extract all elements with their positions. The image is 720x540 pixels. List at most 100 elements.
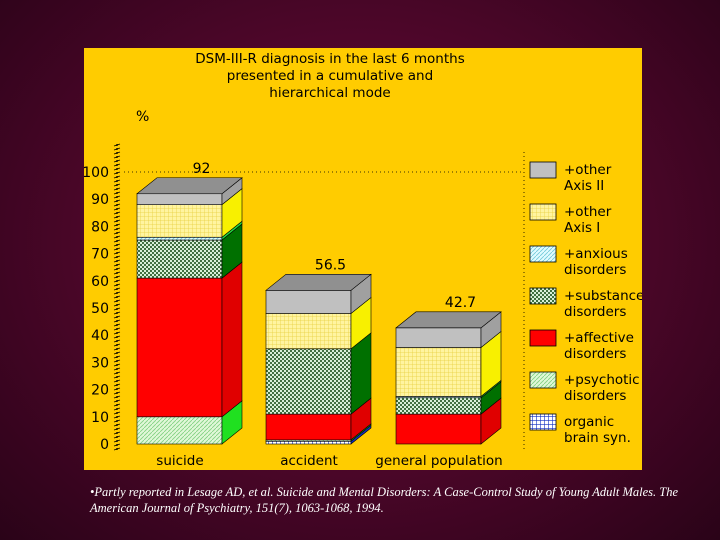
bars: 92 56.5 42.7 — [136, 161, 502, 445]
y-tick-label: 60 — [91, 274, 109, 290]
bar-segment — [395, 397, 482, 415]
y-axis-hatch-mark — [113, 347, 121, 351]
y-axis-hatch-mark — [113, 263, 121, 267]
bar-segment — [395, 327, 482, 348]
y-axis-hatch-mark — [113, 231, 121, 235]
y-tick-label: 70 — [91, 247, 109, 263]
y-axis: 0 10 20 30 40 50 60 70 80 90 100 — [84, 143, 524, 453]
y-tick-label: 30 — [91, 355, 109, 371]
y-tick-label: 0 — [100, 437, 109, 453]
y-axis-hatch-mark — [113, 239, 121, 243]
legend-label: +affective — [564, 330, 634, 346]
bar-segment — [265, 313, 352, 350]
y-axis-hatch-mark — [113, 363, 121, 367]
bar-segment-side — [221, 261, 243, 418]
y-axis-hatch-mark — [113, 211, 121, 215]
y-axis-hatch-mark — [113, 159, 121, 163]
y-tick-label: 40 — [91, 328, 109, 344]
y-axis-hatch-mark — [113, 291, 121, 295]
y-axis-hatch-mark — [113, 383, 121, 387]
bar-1: 56.5 — [265, 257, 372, 445]
y-axis-hatch-mark — [113, 339, 121, 343]
y-axis-hatch-mark — [113, 359, 121, 363]
category-label: general population — [375, 453, 502, 469]
legend-label: organic — [564, 414, 614, 430]
y-axis-hatch-mark — [113, 423, 121, 427]
legend-swatch — [529, 413, 557, 431]
legend-label: disorders — [564, 388, 626, 404]
legend-label: Axis II — [564, 178, 604, 194]
y-axis-hatch-mark — [113, 279, 121, 283]
y-axis-hatch-mark — [113, 275, 121, 279]
y-axis-hatch-mark — [113, 207, 121, 211]
y-axis-hatch-mark — [113, 179, 121, 183]
y-axis-hatch-mark — [113, 371, 121, 375]
y-axis-hatch-mark — [113, 315, 121, 319]
y-axis-hatch-mark — [113, 259, 121, 263]
legend-label: brain syn. — [564, 430, 631, 446]
y-axis-hatch-mark — [113, 323, 121, 327]
y-axis-hatch-mark — [113, 287, 121, 291]
y-axis-hatch-mark — [113, 391, 121, 395]
legend-label: +substance — [564, 288, 642, 304]
y-axis-hatch-mark — [113, 411, 121, 415]
bar-2: 42.7 — [395, 295, 502, 445]
title-line-2: presented in a cumulative and — [227, 68, 433, 84]
y-axis-label: % — [136, 109, 149, 125]
y-axis-hatch-mark — [113, 439, 121, 443]
y-axis-hatch-mark — [113, 319, 121, 323]
bar-segment — [136, 204, 223, 238]
y-axis-hatch-mark — [113, 175, 121, 179]
y-axis-hatch-mark — [113, 235, 121, 239]
legend-swatch — [529, 203, 557, 221]
bar-top-face — [395, 311, 502, 329]
y-axis-hatch-mark — [113, 355, 121, 359]
y-axis-hatch-mark — [113, 203, 121, 207]
bar-segment — [136, 236, 223, 241]
bar-segment — [265, 440, 352, 445]
y-axis-hatch-mark — [113, 327, 121, 331]
chart-panel: DSM-III-R diagnosis in the last 6 months… — [84, 48, 642, 470]
y-axis-hatch-mark — [113, 219, 121, 223]
y-axis-hatch-mark — [113, 443, 121, 447]
y-axis-hatch-mark — [113, 271, 121, 275]
y-axis-hatch-mark — [113, 427, 121, 431]
bar-top-face — [136, 177, 243, 195]
y-axis-hatch-mark — [113, 283, 121, 287]
y-axis-hatch-mark — [113, 167, 121, 171]
y-axis-hatch-mark — [113, 183, 121, 187]
y-tick-label: 100 — [84, 165, 109, 181]
bar-segment — [136, 239, 223, 279]
y-axis-hatch-mark — [113, 403, 121, 407]
legend-label: +psychotic — [564, 372, 640, 388]
y-axis-hatch-mark — [113, 331, 121, 335]
title-line-1: DSM-III-R diagnosis in the last 6 months — [195, 51, 464, 67]
y-axis-hatch-mark — [113, 351, 121, 355]
y-axis-hatch-mark — [113, 223, 121, 227]
legend-label: Axis I — [564, 220, 600, 236]
y-axis-hatch-mark — [113, 335, 121, 339]
y-axis-hatch-mark — [113, 407, 121, 411]
y-axis-hatch-mark — [113, 163, 121, 167]
bar-top-face — [265, 274, 372, 291]
y-axis-hatch-mark — [113, 447, 121, 451]
bar-segment — [136, 416, 223, 445]
legend-label: +anxious — [564, 246, 628, 262]
bar-total-label: 92 — [193, 161, 211, 177]
bar-segment — [265, 348, 352, 415]
y-axis-hatch-mark — [113, 143, 121, 147]
y-axis-hatch-mark — [113, 267, 121, 271]
legend-swatch — [529, 287, 557, 305]
y-axis-hatch-mark — [113, 147, 121, 151]
y-axis-hatch-mark — [113, 311, 121, 315]
citation-footnote: •Partly reported in Lesage AD, et al. Su… — [90, 485, 679, 515]
legend-swatch — [529, 161, 557, 179]
bar-total-label: 42.7 — [445, 295, 476, 311]
bar-segment — [395, 413, 482, 445]
